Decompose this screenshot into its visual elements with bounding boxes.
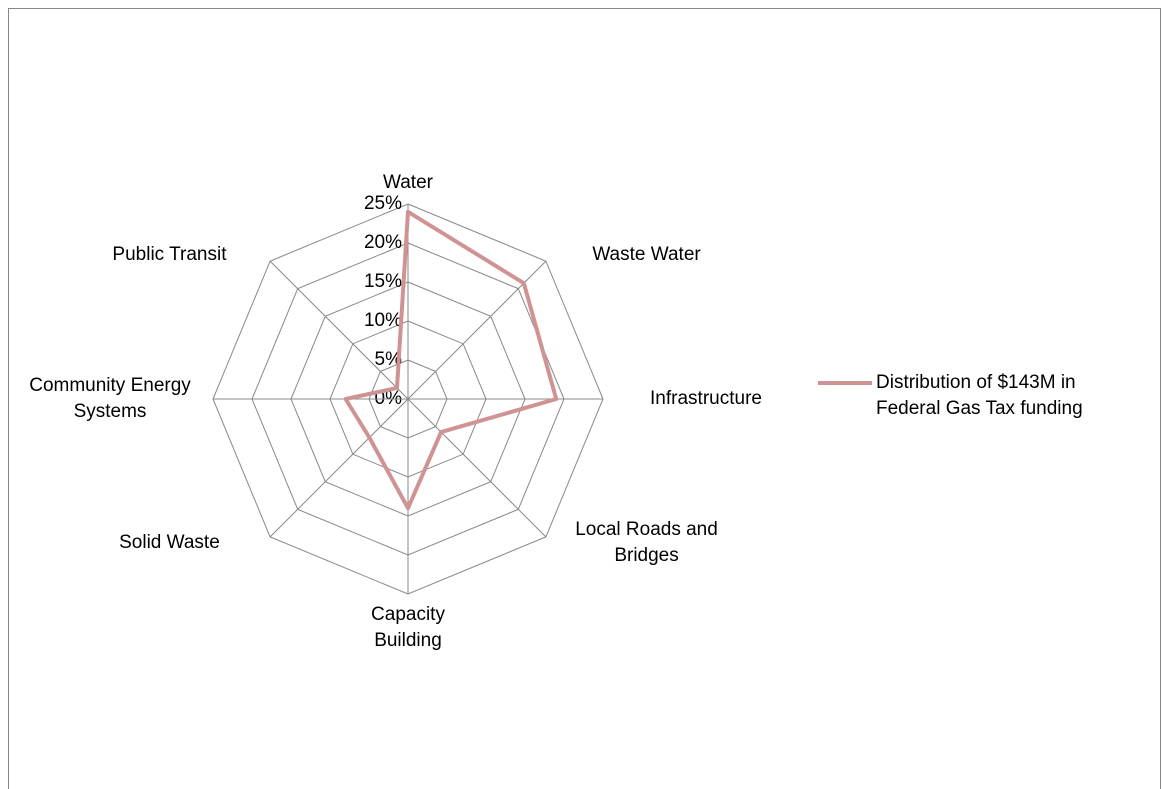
category-label: Local Roads and Bridges — [575, 518, 718, 566]
category-label: Public Transit — [112, 244, 227, 266]
category-label: Community Energy Systems — [29, 375, 191, 422]
category-label: Waste Water — [592, 244, 701, 266]
spoke — [407, 398, 547, 538]
r-tick-label: 20% — [364, 232, 402, 253]
spoke — [269, 398, 409, 538]
r-tick-label: 15% — [364, 271, 402, 292]
category-label: Solid Waste — [119, 531, 220, 553]
category-label: Water — [383, 172, 433, 193]
r-tick-label: 10% — [364, 310, 402, 331]
r-tick-label: 25% — [364, 193, 402, 214]
chart-frame — [8, 8, 1161, 789]
series-line — [343, 209, 559, 511]
spoke — [269, 260, 409, 400]
r-tick-label: 5% — [375, 349, 403, 370]
legend-label: Distribution of $143M in Federal Gas Tax… — [876, 372, 1083, 419]
category-label: Infrastructure — [650, 388, 762, 409]
category-label: Capacity Building — [371, 604, 445, 651]
